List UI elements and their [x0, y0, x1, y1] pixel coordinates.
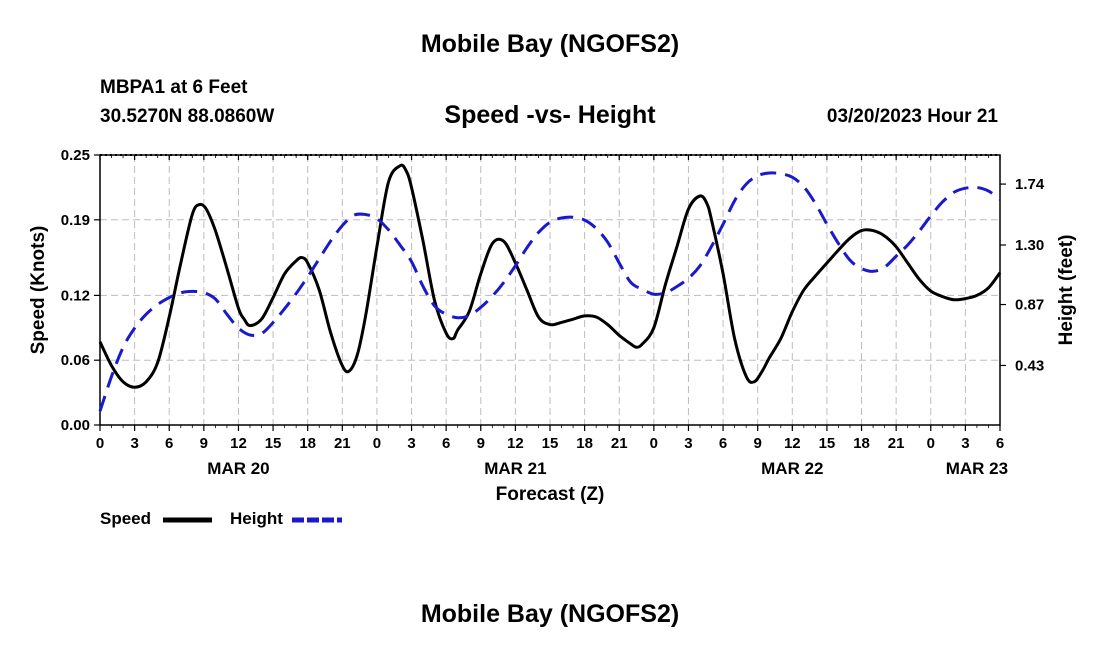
x-tick-label: 15 [542, 435, 559, 452]
grid-layer [100, 155, 1000, 425]
x-tick-label: 21 [888, 435, 905, 452]
x-axis-label: Forecast (Z) [496, 484, 605, 505]
y-right-axis-label: Height (feet) [1056, 235, 1077, 346]
x-tick-label: 3 [130, 435, 138, 452]
x-tick-label: 12 [507, 435, 524, 452]
x-tick-label: 15 [265, 435, 282, 452]
y-right-tick-label: 1.74 [1015, 176, 1045, 193]
x-tick-label: 21 [334, 435, 351, 452]
x-tick-label: 18 [299, 435, 316, 452]
x-tick-label: 3 [961, 435, 969, 452]
x-tick-label: 21 [611, 435, 628, 452]
y-right-tick-label: 0.87 [1015, 297, 1044, 314]
date-label: MAR 20 [207, 459, 269, 478]
station-label: MBPA1 at 6 Feet [100, 77, 248, 98]
y-left-tick-label: 0.00 [61, 417, 90, 434]
x-tick-label: 18 [853, 435, 870, 452]
x-tick-label: 12 [784, 435, 801, 452]
x-tick-label: 12 [230, 435, 247, 452]
y-left-tick-label: 0.06 [61, 352, 90, 369]
y-right-tick-label: 1.30 [1015, 237, 1044, 254]
series-line-speed [98, 163, 1002, 389]
x-tick-label: 6 [442, 435, 450, 452]
chart-bottom-title: Mobile Bay (NGOFS2) [420, 600, 680, 628]
x-tick-label: 6 [719, 435, 727, 452]
series-line-height [98, 171, 1001, 412]
coordinates-label: 30.5270N 88.0860W [100, 106, 275, 127]
x-tick-label: 0 [927, 435, 935, 452]
legend-speed-label: Speed [100, 509, 152, 528]
x-tick-label: 9 [754, 435, 762, 452]
x-tick-label: 0 [650, 435, 658, 452]
labels-layer: 0 3 6 9 12 15 18 21 0 3 6 9 12 15 18 21 0 3 6 9 12 15 18 21 0 3 6 M… [28, 147, 1077, 505]
x-tick-label: 6 [996, 435, 1004, 452]
x-tick-label: 0 [373, 435, 381, 452]
x-tick-label: 6 [165, 435, 173, 452]
series-layer [98, 163, 1002, 412]
chart-subtitle: Speed -vs- Height [444, 101, 656, 129]
x-tick-label: 9 [477, 435, 485, 452]
x-tick-label: 9 [200, 435, 208, 452]
chart-main-title: Mobile Bay (NGOFS2) [420, 30, 680, 58]
y-left-tick-label: 0.12 [61, 287, 90, 304]
date-label: MAR 21 [484, 459, 546, 478]
x-tick-label: 3 [684, 435, 692, 452]
y-left-tick-label: 0.25 [61, 147, 90, 164]
axes-layer [94, 154, 1006, 431]
y-left-tick-label: 0.19 [61, 212, 90, 229]
x-tick-label: 18 [576, 435, 593, 452]
y-right-tick-label: 0.43 [1015, 357, 1044, 374]
x-tick-label: 3 [407, 435, 415, 452]
y-left-axis-label: Speed (Knots) [28, 226, 49, 355]
datetime-label: 03/20/2023 Hour 21 [826, 106, 998, 127]
legend-height-label: Height [230, 509, 283, 528]
x-tick-label: 0 [96, 435, 104, 452]
date-label: MAR 23 [946, 459, 1008, 478]
x-tick-label: 15 [819, 435, 836, 452]
date-label: MAR 22 [761, 459, 823, 478]
